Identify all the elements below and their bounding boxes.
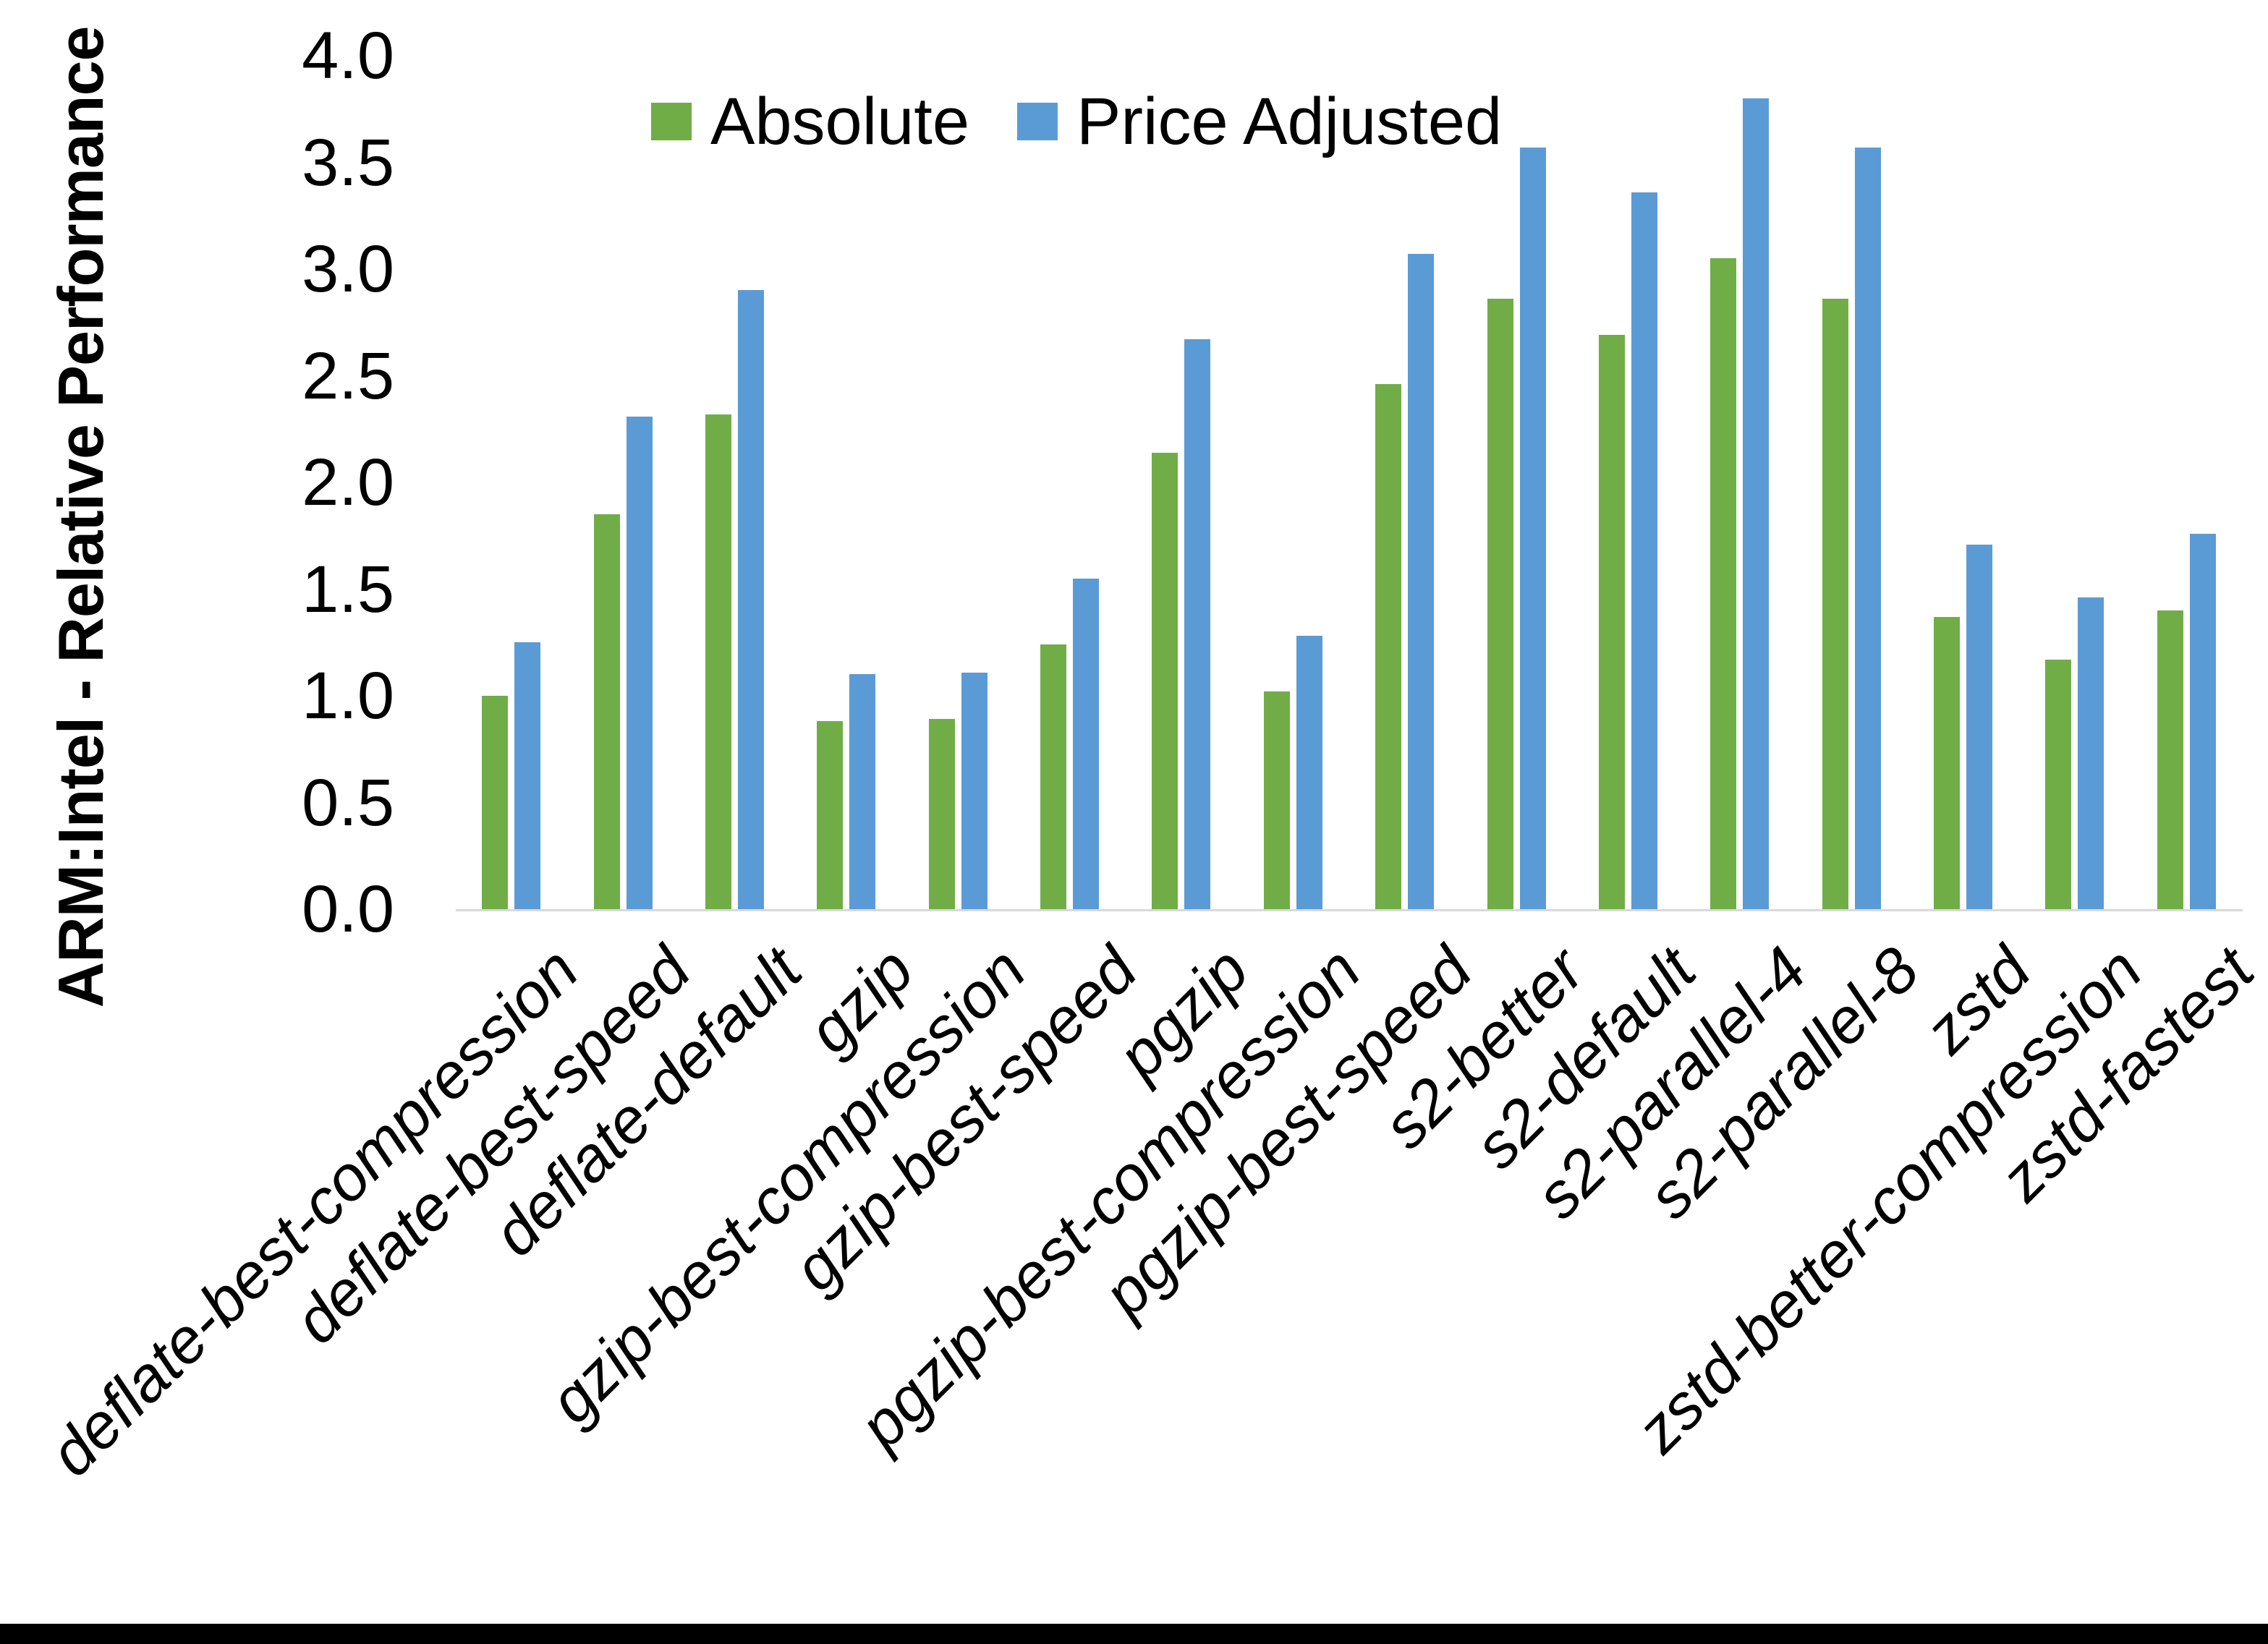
bar-price-adjusted-s2-default (1631, 192, 1657, 909)
legend-label-price-adjusted: Price Adjusted (1076, 85, 1503, 158)
bottom-border-bar (0, 1624, 2268, 1644)
bar-absolute-s2-parallel-4 (1710, 258, 1736, 909)
bar-absolute-pgzip (1152, 453, 1178, 909)
y-tick-label-1.5: 1.5 (302, 553, 394, 626)
bar-price-adjusted-gzip-best-compression (961, 673, 988, 909)
bar-price-adjusted-s2-better (1520, 148, 1546, 909)
bar-price-adjusted-deflate-best-compression (514, 642, 540, 909)
legend-swatch-absolute-icon (651, 103, 692, 140)
bar-absolute-deflate-best-compression (482, 696, 508, 909)
bar-absolute-pgzip-best-speed (1375, 384, 1401, 909)
bar-price-adjusted-zstd-better-compression (2078, 597, 2104, 909)
legend-swatch-price-adjusted-icon (1017, 103, 1058, 140)
y-tick-label-0.5: 0.5 (302, 766, 394, 840)
y-tick-label-3.5: 3.5 (302, 126, 394, 200)
y-tick-label-0.0: 0.0 (302, 872, 394, 946)
bar-absolute-deflate-best-speed (594, 514, 620, 909)
bar-price-adjusted-pgzip-best-compression (1296, 636, 1322, 909)
y-tick-label-2.0: 2.0 (302, 446, 394, 519)
bar-absolute-s2-better (1487, 299, 1513, 909)
bar-price-adjusted-gzip-best-speed (1073, 579, 1099, 909)
bar-absolute-gzip-best-compression (929, 719, 955, 909)
bar-price-adjusted-zstd (1966, 545, 1992, 909)
bar-absolute-deflate-default (705, 414, 731, 909)
bar-price-adjusted-pgzip-best-speed (1408, 254, 1434, 909)
bar-price-adjusted-s2-parallel-8 (1855, 148, 1881, 909)
bar-absolute-zstd-better-compression (2045, 660, 2071, 909)
bar-absolute-zstd-fastest (2157, 610, 2183, 909)
x-axis-line (456, 909, 2243, 911)
legend: Absolute Price Adjusted (651, 88, 1502, 155)
y-axis-title: ARM:Intel - Relative Performance (45, 26, 116, 1008)
legend-label-absolute: Absolute (710, 85, 970, 158)
y-tick-label-4.0: 4.0 (302, 19, 394, 93)
y-tick-label-2.5: 2.5 (302, 339, 394, 413)
bar-price-adjusted-zstd-fastest (2190, 534, 2216, 909)
bar-price-adjusted-deflate-default (738, 290, 764, 909)
bar-absolute-gzip-best-speed (1040, 644, 1066, 909)
bar-absolute-gzip (817, 721, 843, 909)
plot-area (456, 56, 2243, 909)
bar-absolute-s2-parallel-8 (1822, 299, 1848, 909)
y-tick-label-3.0: 3.0 (302, 232, 394, 306)
legend-item-absolute: Absolute (651, 88, 969, 155)
bar-absolute-pgzip-best-compression (1264, 691, 1290, 909)
bar-price-adjusted-gzip (849, 674, 875, 909)
bar-price-adjusted-s2-parallel-4 (1743, 98, 1769, 909)
y-tick-label-1.0: 1.0 (302, 659, 394, 733)
bar-price-adjusted-deflate-best-speed (627, 417, 653, 909)
bar-absolute-zstd (1934, 617, 1960, 909)
bar-absolute-s2-default (1599, 335, 1625, 909)
legend-item-price-adjusted: Price Adjusted (1017, 88, 1502, 155)
bar-price-adjusted-pgzip (1184, 339, 1210, 909)
